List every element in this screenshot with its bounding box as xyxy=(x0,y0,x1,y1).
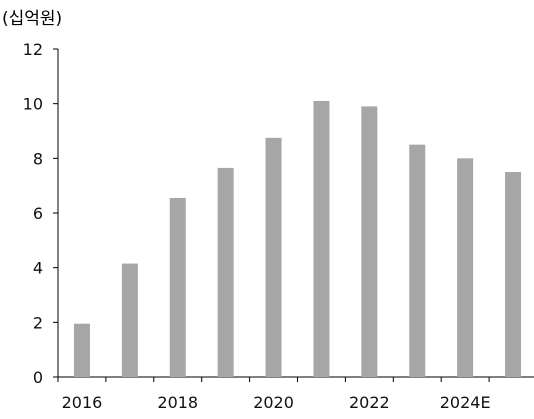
x-tick-label: 2022 xyxy=(349,393,390,412)
x-tick-label: 2016 xyxy=(62,393,103,412)
bar-series xyxy=(73,100,522,378)
bar-2025E xyxy=(505,172,522,377)
bar-2016 xyxy=(73,323,90,377)
y-tick-label: 12 xyxy=(23,40,43,59)
bar-2018 xyxy=(169,197,186,377)
bar-2024E xyxy=(457,158,474,377)
y-tick-label: 10 xyxy=(23,95,43,114)
x-tick-label: 2018 xyxy=(157,393,198,412)
y-tick-label: 4 xyxy=(33,259,43,278)
y-tick-label: 0 xyxy=(33,368,43,387)
y-tick-label: 8 xyxy=(33,149,43,168)
bar-2019 xyxy=(217,167,234,377)
y-tick-label: 6 xyxy=(33,204,43,223)
bar-2022 xyxy=(361,106,378,378)
unit-label: (십억원) xyxy=(2,9,62,29)
y-axis: 0 2 4 6 8 10 12 xyxy=(23,40,59,387)
x-tick-label: 2020 xyxy=(253,393,294,412)
bar-2020 xyxy=(265,137,282,377)
x-axis: 2016 2018 2020 2022 2024E xyxy=(57,376,534,412)
bar-2021 xyxy=(313,100,330,377)
x-tick-label: 2024E xyxy=(440,393,491,412)
bar-2017 xyxy=(121,263,138,377)
y-tick-label: 2 xyxy=(33,313,43,332)
bar-2023 xyxy=(409,144,426,377)
